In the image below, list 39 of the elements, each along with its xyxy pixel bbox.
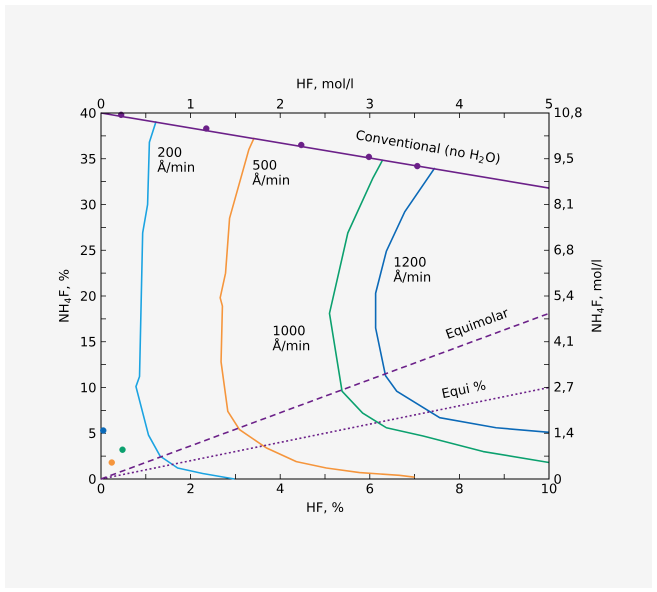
x2-tick-label: 5: [546, 98, 552, 108]
y-tick-label: 10: [81, 382, 96, 392]
x2-tick-label: 4: [456, 98, 463, 108]
x-axis-title: HF, %: [307, 502, 344, 514]
text: Equi %: [442, 380, 486, 398]
y2-tick-label: 1,4: [554, 428, 574, 439]
series-label: 1200 Å/min: [393, 256, 430, 283]
x2-axis-title: HF, mol/l: [297, 78, 353, 90]
series-label: 500 Å/min: [252, 160, 289, 186]
y-tick-label: 30: [80, 200, 96, 210]
x-tick-label: 8: [456, 484, 463, 494]
y2-tick-label: 2,7: [554, 382, 574, 394]
y2-tick-label: 4,1: [554, 336, 574, 348]
y2-axis-title: NH$_{4}$F, mol/l: [591, 260, 604, 332]
series-label: 200 Å/min: [157, 147, 194, 173]
y2-tick-label: 6,8: [554, 244, 574, 256]
y-tick-label: 20: [80, 291, 96, 301]
x-tick-label: 6: [366, 484, 374, 494]
y-tick-label: 40: [80, 108, 96, 118]
x-tick-label: 4: [276, 484, 284, 493]
y-tick-label: 0: [89, 474, 96, 484]
y-tick-label: 15: [81, 336, 96, 347]
y2-tick-label: 0: [554, 474, 561, 484]
x-tick-label: 10: [542, 484, 556, 494]
series-label: 1000 Å/min: [272, 326, 310, 352]
x2-tick-label: 1: [188, 98, 194, 108]
y2-tick-label: 9,5: [554, 153, 574, 164]
y2-tick-label: 5,4: [554, 290, 574, 302]
x-tick-label: 0: [98, 484, 104, 494]
x2-tick-label: 3: [366, 98, 373, 108]
x2-tick-label: 2: [277, 98, 284, 108]
x-tick-label: 2: [187, 484, 194, 494]
y2-tick-label: 10,8: [554, 107, 582, 119]
y2-tick-label: 8,1: [554, 198, 574, 210]
y-tick-label: 5: [89, 428, 96, 438]
y-axis-title: NH$_{4}$F, %: [58, 270, 72, 322]
x2-tick-label: 0: [98, 98, 104, 108]
y-tick-label: 35: [80, 154, 96, 164]
y-tick-label: 25: [80, 245, 96, 256]
